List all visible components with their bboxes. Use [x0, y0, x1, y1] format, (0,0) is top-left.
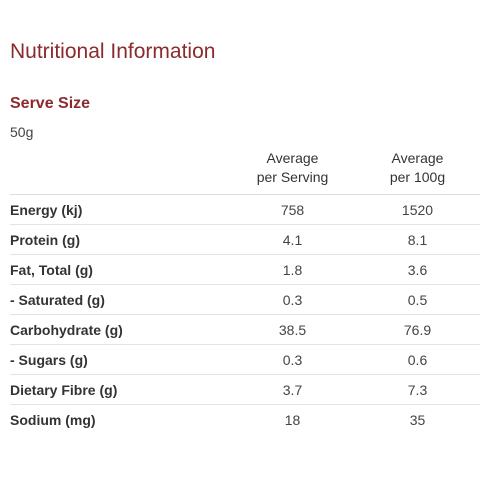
table-row: Fat, Total (g) 1.8 3.6	[10, 254, 480, 285]
per-serving-value: 1.8	[230, 254, 355, 285]
nutrient-name: Fat, Total (g)	[10, 254, 230, 285]
per-100g-value: 8.1	[355, 224, 480, 255]
per-serving-value: 758	[230, 194, 355, 225]
per-serving-header-line-2: per Serving	[256, 169, 329, 185]
per-100g-header-line-1: Average	[391, 150, 444, 166]
per-100g-value: 76.9	[355, 314, 480, 345]
per-serving-value: 38.5	[230, 314, 355, 345]
per-serving-value: 0.3	[230, 284, 355, 315]
per-serving-value: 4.1	[230, 224, 355, 255]
nutrient-name: Sodium (mg)	[10, 404, 230, 434]
per-100g-column-header: Average per 100g	[355, 146, 480, 195]
table-row: - Saturated (g) 0.3 0.5	[10, 284, 480, 315]
per-100g-value: 0.5	[355, 284, 480, 315]
table-row: Dietary Fibre (g) 3.7 7.3	[10, 374, 480, 405]
nutrient-column-header	[10, 146, 230, 195]
serve-size-value: 50g	[10, 124, 34, 140]
nutrition-table: Average per Serving Average per 100g Ene…	[10, 146, 480, 434]
per-100g-value: 1520	[355, 194, 480, 225]
nutrient-name: Carbohydrate (g)	[10, 314, 230, 345]
nutrient-name: Energy (kj)	[10, 194, 230, 225]
nutrient-name: Protein (g)	[10, 224, 230, 255]
per-100g-value: 35	[355, 404, 480, 434]
nutrient-name: Dietary Fibre (g)	[10, 374, 230, 405]
per-100g-value: 3.6	[355, 254, 480, 285]
nutrient-name: - Sugars (g)	[10, 344, 230, 375]
per-100g-value: 7.3	[355, 374, 480, 405]
table-row: Carbohydrate (g) 38.5 76.9	[10, 314, 480, 345]
header-row: Average per Serving Average per 100g	[10, 146, 480, 195]
per-serving-value: 3.7	[230, 374, 355, 405]
serve-size-heading: Serve Size	[10, 95, 91, 112]
table-row: - Sugars (g) 0.3 0.6	[10, 344, 480, 375]
table-row: Energy (kj) 758 1520	[10, 194, 480, 225]
per-serving-value: 18	[230, 404, 355, 434]
per-serving-header-line-1: Average	[266, 150, 319, 166]
nutrition-table-header: Average per Serving Average per 100g	[10, 146, 480, 195]
nutrient-name: - Saturated (g)	[10, 284, 230, 315]
nutrition-table-body: Energy (kj) 758 1520 Protein (g) 4.1 8.1…	[10, 194, 480, 434]
page-title: Nutritional Information	[10, 40, 216, 63]
table-row: Sodium (mg) 18 35	[10, 404, 480, 434]
table-row: Protein (g) 4.1 8.1	[10, 224, 480, 255]
per-100g-value: 0.6	[355, 344, 480, 375]
per-100g-header-line-2: per 100g	[389, 169, 446, 185]
per-serving-value: 0.3	[230, 344, 355, 375]
per-serving-column-header: Average per Serving	[230, 146, 355, 195]
